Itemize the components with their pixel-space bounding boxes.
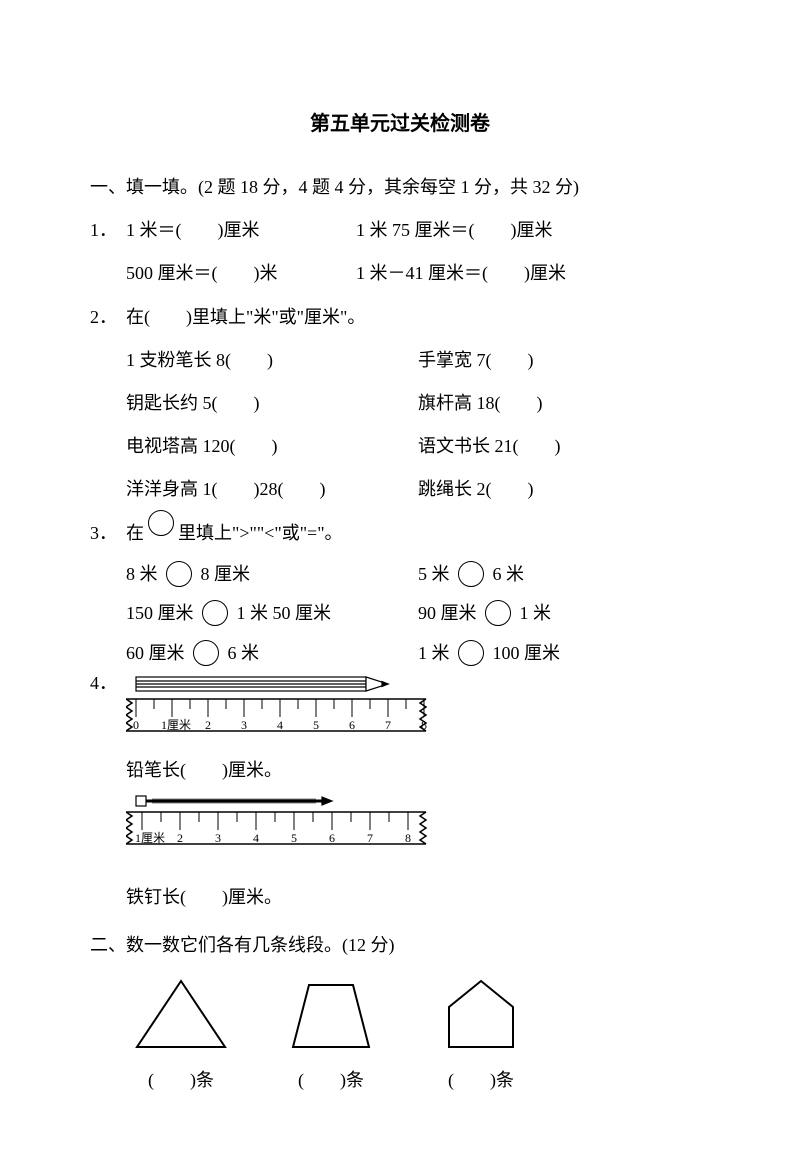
shape-triangle: ( )条 [126,975,236,1102]
svg-text:8: 8 [405,831,411,845]
q3-r3a-l: 60 厘米 [126,643,185,663]
svg-text:4: 4 [277,718,283,732]
triangle-icon [131,975,231,1053]
nail-ruler-figure: 1厘米 2 3 4 5 6 7 8 [126,794,446,858]
svg-text:3: 3 [241,718,247,732]
shape-blank: ( )条 [426,1059,536,1102]
q2-r2a: 钥匙长约 5( ) [126,382,418,425]
section-1-head: 一、填一填。(2 题 18 分，4 题 4 分，其余每空 1 分，共 32 分) [90,166,710,209]
q3-r2a-l: 150 厘米 [126,603,194,623]
trapezoid-icon [281,975,381,1053]
svg-text:6: 6 [349,718,355,732]
q2-r1a: 1 支粉笔长 8( ) [126,339,418,382]
svg-text:3: 3 [215,831,221,845]
pencil-ruler-figure: 0 1厘米 2 3 4 5 6 7 8 [126,673,446,743]
q3-r1a-r: 8 厘米 [201,564,251,584]
q4-pencil-caption: 铅笔长( )厘米。 [126,749,710,792]
q2-r1b: 手掌宽 7( ) [418,339,710,382]
svg-text:8: 8 [421,718,427,732]
q1-c: 500 厘米＝( )米 [126,252,356,295]
circle-icon [458,561,484,587]
q3-num: 3． [90,512,126,555]
svg-text:7: 7 [385,718,391,732]
q2-r4b: 跳绳长 2( ) [418,468,710,511]
q3-intro-pre: 在 [126,512,144,555]
circle-icon [202,600,228,626]
q3-r2b-l: 90 厘米 [418,603,477,623]
q3-r1b-r: 6 米 [493,564,525,584]
q3-r3b-l: 1 米 [418,643,450,663]
q3-r1a-l: 8 米 [126,564,158,584]
q2: 2． 在( )里填上"米"或"厘米"。 1 支粉笔长 8( ) 手掌宽 7( )… [90,296,710,512]
q4: 4． [90,673,710,919]
svg-text:1厘米: 1厘米 [161,718,191,732]
q2-r3b: 语文书长 21( ) [418,425,710,468]
q3-intro-post: 里填上">""<"或"="。 [178,512,343,555]
shapes-row: ( )条 ( )条 ( )条 [90,975,710,1102]
circle-icon [166,561,192,587]
q4-num: 4． [90,673,126,695]
circle-icon [485,600,511,626]
shape-blank: ( )条 [126,1059,236,1102]
svg-text:1厘米: 1厘米 [135,831,165,845]
page-title: 第五单元过关检测卷 [90,100,710,148]
q3: 3． 在 里填上">""<"或"="。 8 米 8 厘米 5 米 6 米 150… [90,512,710,674]
circle-icon [148,510,174,536]
svg-text:6: 6 [329,831,335,845]
q4-nail-caption: 铁钉长( )厘米。 [126,876,710,919]
svg-text:5: 5 [291,831,297,845]
q2-intro: 在( )里填上"米"或"厘米"。 [126,296,365,339]
q1-a: 1 米＝( )厘米 [126,209,356,252]
q1-d: 1 米－41 厘米＝( )厘米 [356,252,566,295]
svg-text:2: 2 [177,831,183,845]
q2-num: 2． [90,296,126,339]
shape-trapezoid: ( )条 [276,975,386,1102]
q2-r4a: 洋洋身高 1( )28( ) [126,468,418,511]
svg-text:0: 0 [133,718,139,732]
circle-icon [193,640,219,666]
pentagon-icon [431,975,531,1053]
q3-r2b-r: 1 米 [520,603,552,623]
q3-r1b-l: 5 米 [418,564,450,584]
q1: 1． 1 米＝( )厘米 1 米 75 厘米＝( )厘米 500 厘米＝( )米… [90,209,710,295]
shape-pentagon: ( )条 [426,975,536,1102]
svg-text:4: 4 [253,831,259,845]
page: 第五单元过关检测卷 一、填一填。(2 题 18 分，4 题 4 分，其余每空 1… [0,0,800,1162]
circle-icon [458,640,484,666]
q3-r3b-r: 100 厘米 [493,643,561,663]
q2-r3a: 电视塔高 120( ) [126,425,418,468]
q2-r2b: 旗杆高 18( ) [418,382,710,425]
q3-r3a-r: 6 米 [228,643,260,663]
shape-blank: ( )条 [276,1059,386,1102]
q1-b: 1 米 75 厘米＝( )厘米 [356,209,553,252]
q1-num: 1． [90,209,126,252]
section-2-head: 二、数一数它们各有几条线段。(12 分) [90,924,710,967]
q3-r2a-r: 1 米 50 厘米 [237,603,332,623]
svg-text:2: 2 [205,718,211,732]
svg-text:7: 7 [367,831,373,845]
svg-text:5: 5 [313,718,319,732]
